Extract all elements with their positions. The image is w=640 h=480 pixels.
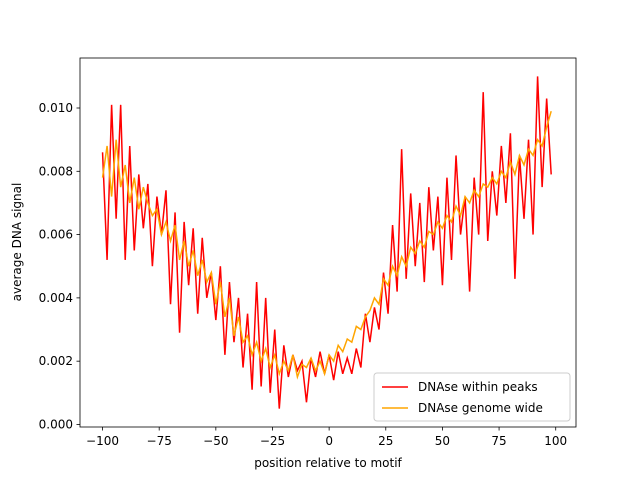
x-tick-label: −75: [147, 434, 172, 448]
x-tick-label: −50: [203, 434, 228, 448]
x-tick-label: 100: [544, 434, 567, 448]
y-tick-label: 0.000: [39, 417, 73, 431]
y-tick-label: 0.010: [39, 101, 73, 115]
y-tick-label: 0.004: [39, 291, 73, 305]
y-tick-label: 0.008: [39, 164, 73, 178]
x-tick-label: −100: [86, 434, 119, 448]
y-axis-label: average DNA signal: [10, 183, 24, 302]
x-axis-label: position relative to motif: [254, 456, 402, 470]
y-tick-label: 0.006: [39, 228, 73, 242]
y-tick-label: 0.002: [39, 354, 73, 368]
plot-frame: [79, 57, 577, 428]
legend-label: DNAse genome wide: [418, 401, 543, 415]
legend-box: [373, 372, 571, 422]
x-tick-label: −25: [260, 434, 285, 448]
legend-label: DNAse within peaks: [418, 380, 538, 394]
data-line: [101, 110, 552, 380]
x-tick-label: 50: [435, 434, 450, 448]
x-tick-label: 75: [491, 434, 506, 448]
x-tick-label: 0: [325, 434, 333, 448]
x-tick-label: 25: [378, 434, 393, 448]
